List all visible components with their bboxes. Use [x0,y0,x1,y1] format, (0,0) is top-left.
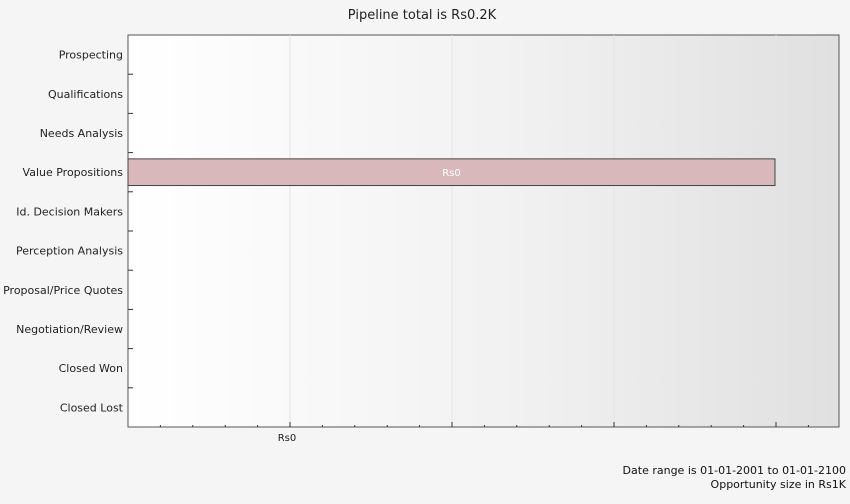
x-tick-label: Rs0 [278,433,297,444]
bar-value-propositions [127,158,776,187]
date-range-note: Date range is 01-01-2001 to 01-01-2100 [622,464,846,477]
category-label: Perception Analysis [16,245,123,258]
category-label: Qualifications [48,88,123,101]
category-label: Id. Decision Makers [16,205,123,218]
plot-area [127,34,840,428]
opportunity-size-note: Opportunity size in Rs1K [710,478,846,491]
category-label: Closed Lost [60,401,124,414]
category-label: Closed Won [59,362,123,375]
chart-title: Pipeline total is Rs0.2K [348,8,497,23]
category-label: Prospecting [59,49,123,62]
category-label: Value Propositions [23,166,124,179]
category-label: Needs Analysis [40,127,124,140]
category-label: Negotiation/Review [16,323,123,336]
bar-data-label: Rs0 [442,168,461,179]
category-label: Proposal/Price Quotes [3,284,123,297]
